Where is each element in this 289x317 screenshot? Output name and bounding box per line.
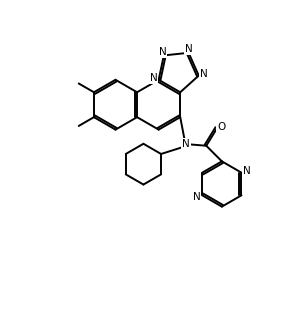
Text: N: N [193,192,201,202]
Text: N: N [182,139,190,149]
Text: N: N [200,69,208,79]
Text: O: O [217,122,225,132]
Text: N: N [150,73,158,83]
Text: N: N [159,47,166,57]
Text: N: N [243,166,251,176]
Text: N: N [185,44,192,55]
